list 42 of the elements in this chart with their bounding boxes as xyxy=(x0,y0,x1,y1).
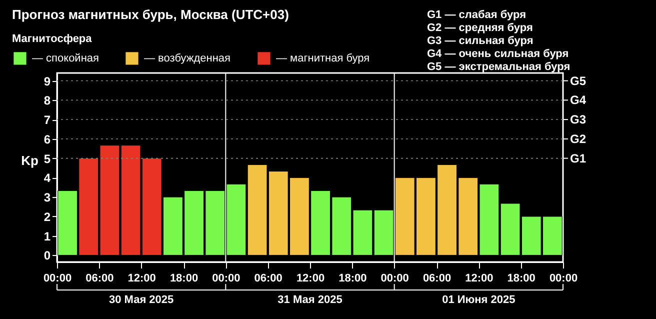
ref-line-label: G2 xyxy=(570,132,586,146)
chart-title: Прогноз магнитных бурь, Москва (UTC+03) xyxy=(12,7,289,22)
y-tick-label: 1 xyxy=(44,229,51,244)
x-tick-label: 12:00 xyxy=(465,272,494,284)
text: 01 Июня 2025 xyxy=(442,294,516,306)
x-tick-label: 18:00 xyxy=(507,272,536,284)
text: G2 — средняя буря xyxy=(427,22,533,34)
legend-label: — возбужденная xyxy=(144,52,231,64)
x-tick-label: 00:00 xyxy=(43,272,72,284)
text: G5 — экстремальная буря xyxy=(427,61,570,73)
text: G1 — слабая буря xyxy=(427,9,526,21)
text: G4 — очень сильная буря xyxy=(427,48,569,60)
text: G3 — сильная буря xyxy=(427,35,534,47)
y-tick-label: 2 xyxy=(44,210,51,224)
y-tick-label: 9 xyxy=(44,74,51,88)
y-tick-label: 0 xyxy=(44,248,51,263)
x-tick-label: 06:00 xyxy=(422,272,452,284)
x-tick-label: 12:00 xyxy=(128,272,156,284)
x-tick-label: 06:00 xyxy=(254,272,282,284)
text: 31 Мая 2025 xyxy=(278,294,342,306)
y-tick-label: 6 xyxy=(44,132,51,146)
x-tick-label: 12:00 xyxy=(296,272,325,284)
legend-label: — спокойная xyxy=(32,52,100,64)
legend-title: Магнитосфера xyxy=(12,33,93,45)
ref-line-label: G1 xyxy=(570,151,586,166)
legend-label: — магнитная буря xyxy=(276,52,370,64)
y-tick-label: 8 xyxy=(44,94,51,108)
x-tick-label: 06:00 xyxy=(86,272,114,284)
x-tick-label: 18:00 xyxy=(338,272,367,284)
ref-line-label: G4 xyxy=(570,93,586,108)
ref-line-label: G3 xyxy=(570,112,586,127)
text: 30 Мая 2025 xyxy=(109,294,174,306)
y-tick-label: 5 xyxy=(44,152,51,166)
x-tick-label: 00:00 xyxy=(380,272,409,284)
y-tick-label: 3 xyxy=(44,190,51,205)
y-axis-title: Kp xyxy=(21,153,39,168)
x-tick-label: 00:00 xyxy=(212,272,240,284)
x-tick-label: 00:00 xyxy=(549,272,578,284)
y-tick-label: 7 xyxy=(44,113,51,128)
x-tick-label: 18:00 xyxy=(170,272,198,284)
ref-line-label: G5 xyxy=(570,74,586,88)
y-tick-label: 4 xyxy=(44,171,51,186)
